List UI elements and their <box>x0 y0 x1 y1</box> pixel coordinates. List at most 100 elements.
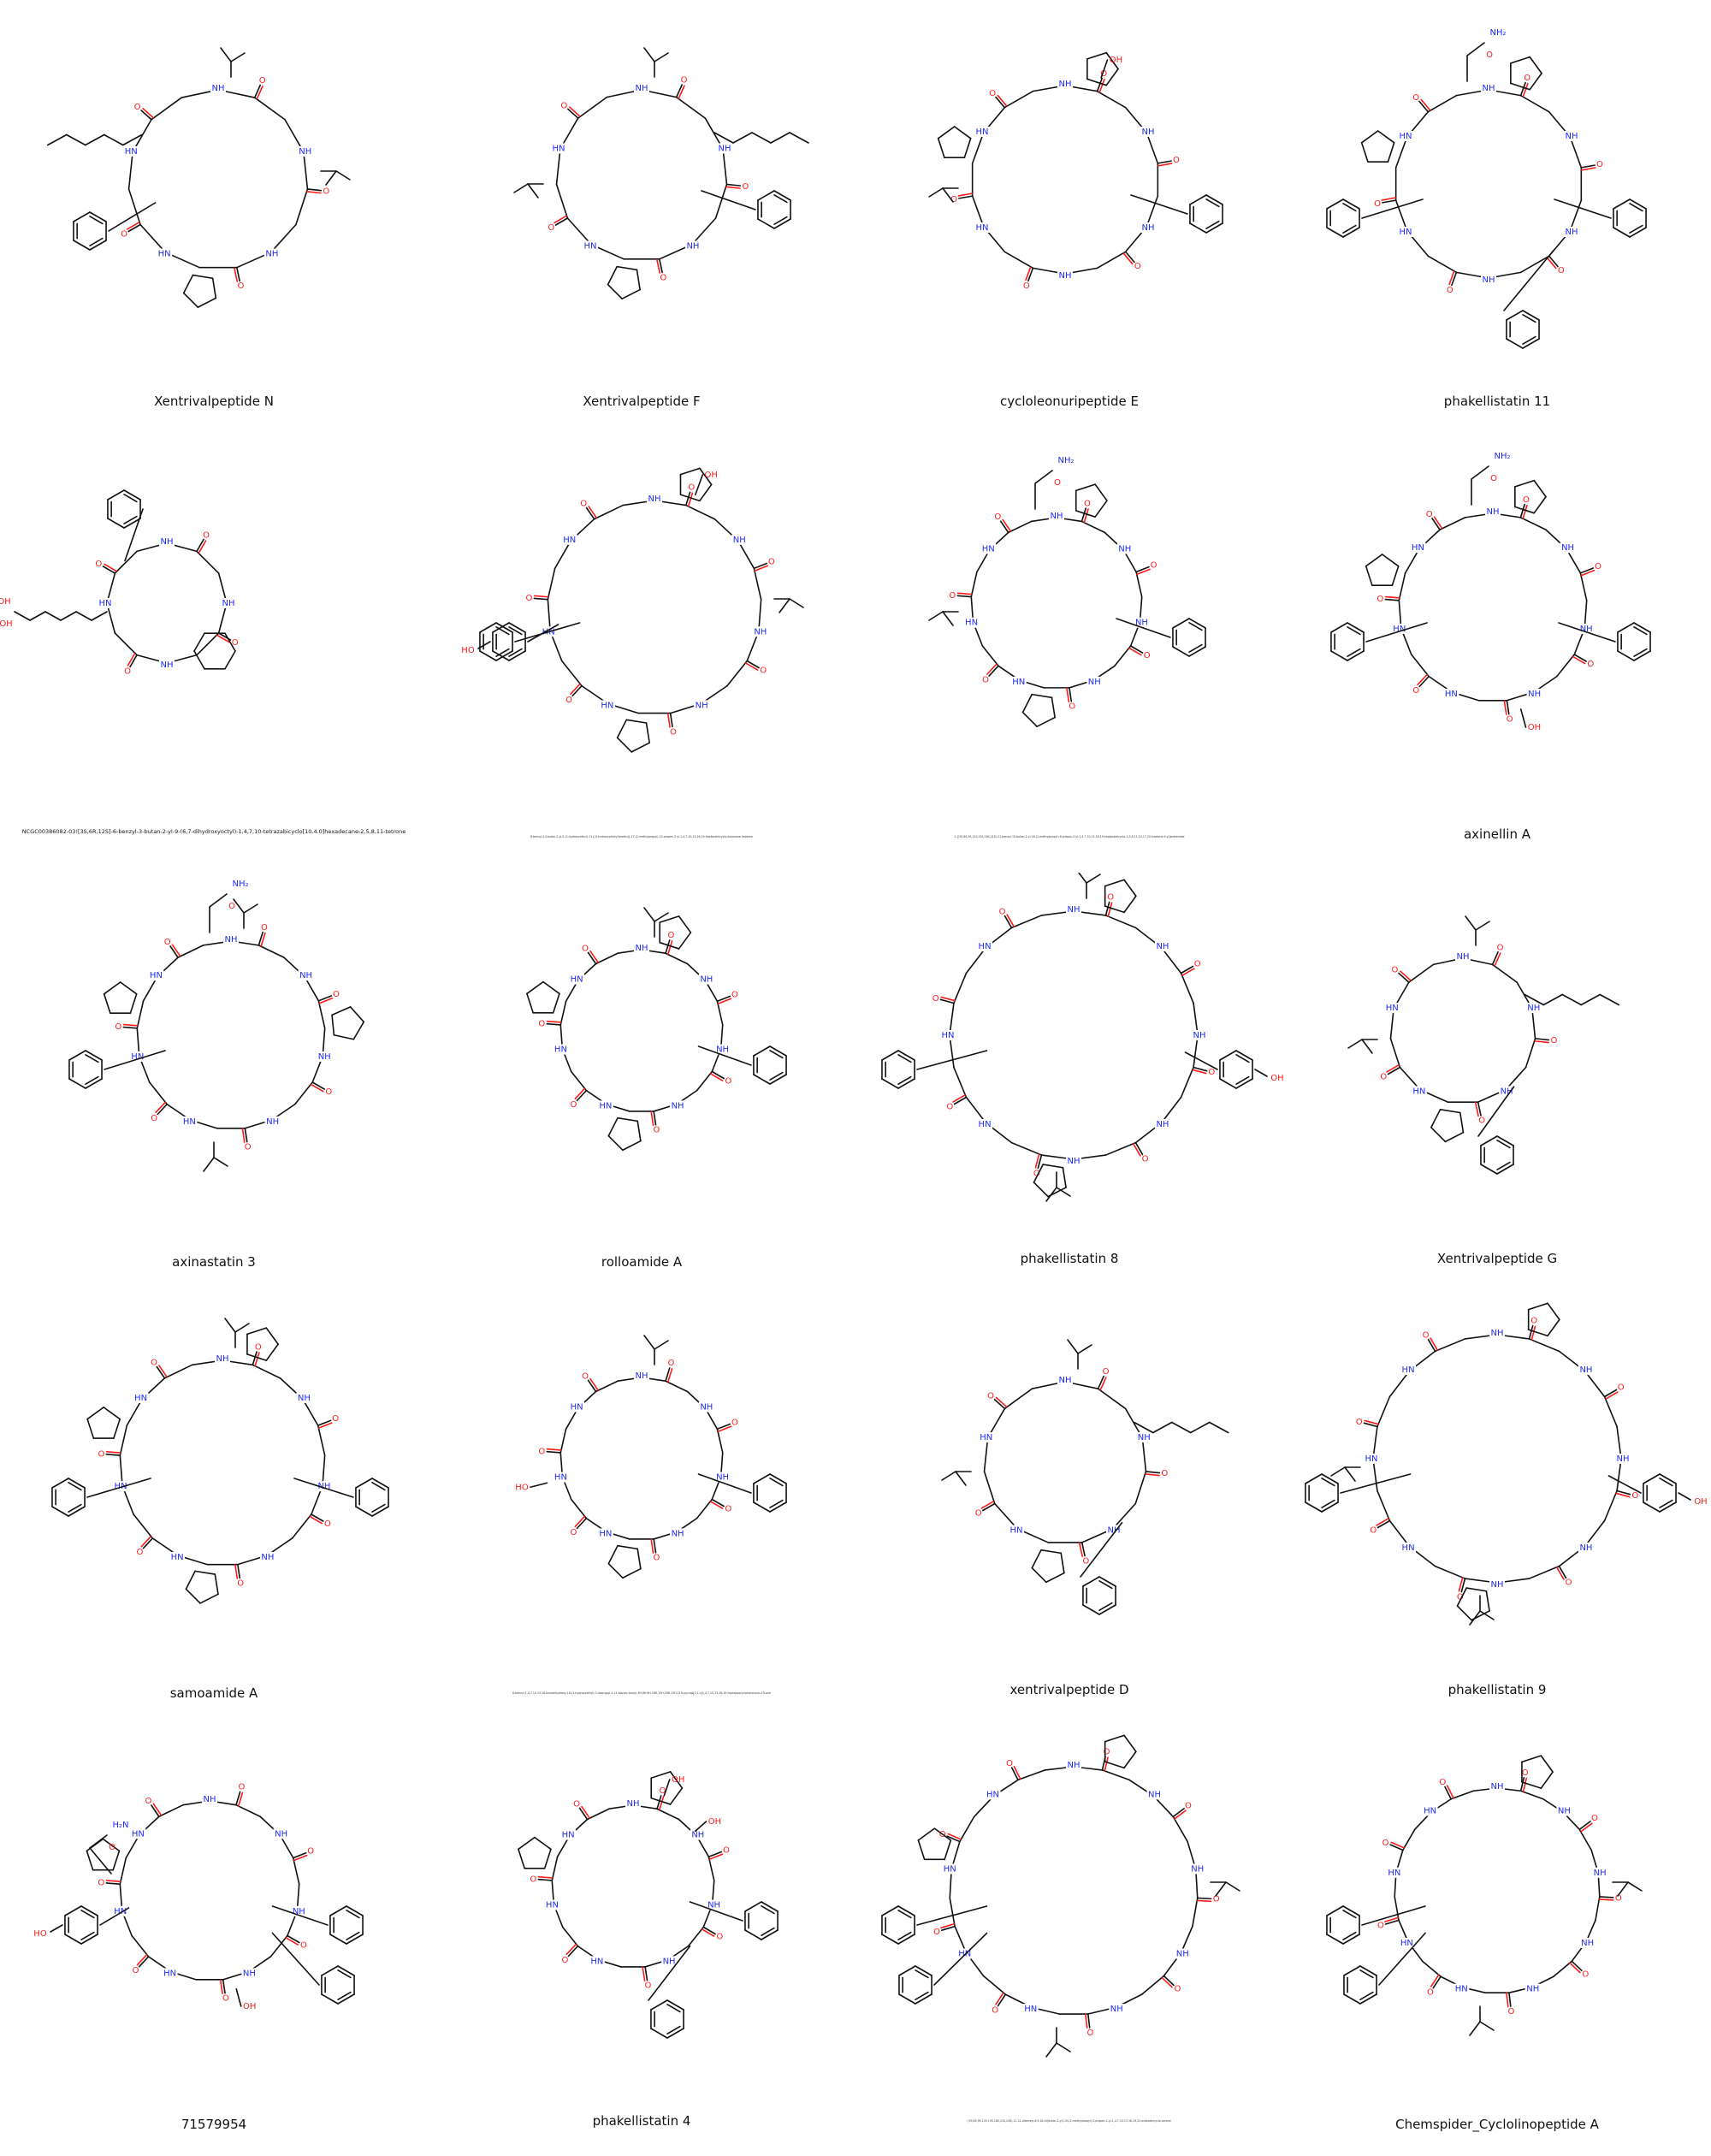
bond <box>970 571 978 598</box>
bond <box>126 222 140 230</box>
bond <box>679 494 701 502</box>
bond <box>1599 993 1620 1006</box>
bond <box>355 1506 373 1517</box>
bond <box>1104 1734 1125 1743</box>
structure-drawing: NH O NH O NH O HN O OH OH <box>0 489 239 677</box>
bond <box>1104 879 1125 887</box>
carbonyl-oxygen: O <box>1426 510 1433 519</box>
bond <box>1430 1126 1447 1143</box>
bond <box>955 1471 967 1486</box>
bond <box>158 1804 184 1818</box>
hydroxyl-group: OH <box>1694 1497 1707 1507</box>
molecule-cell: NH O NH O NH O NH O HN O HN O OH cycloleonuripeptide … <box>856 17 1283 445</box>
bond <box>1174 1810 1187 1820</box>
amide-nitrogen: HN <box>1402 1543 1415 1553</box>
bond <box>1398 572 1406 601</box>
bond <box>80 1934 98 1945</box>
bond <box>171 944 181 957</box>
bond <box>131 1934 150 1958</box>
macrocycle: NH O NH O NH O NH O HN O HN O HN O <box>115 923 340 1152</box>
molecule-name: phakellistatin 11 <box>1443 394 1551 409</box>
bond <box>1522 310 1540 321</box>
bond <box>1096 251 1127 270</box>
bond <box>518 1848 525 1869</box>
bond <box>1140 1975 1165 1995</box>
bond <box>1079 1542 1083 1557</box>
bond <box>1193 1066 1208 1072</box>
bond <box>770 132 790 144</box>
bond <box>1522 1777 1528 1792</box>
bond <box>1434 1338 1466 1353</box>
bond <box>1521 1755 1542 1763</box>
carbonyl-oxygen: O <box>681 76 688 86</box>
bond <box>346 1931 360 1940</box>
bond <box>1394 1896 1400 1922</box>
bond <box>1627 1881 1643 1892</box>
bond <box>1180 972 1194 1004</box>
bond <box>1025 266 1032 281</box>
bond <box>1160 946 1182 974</box>
bond <box>593 504 624 520</box>
carbonyl-oxygen: O <box>582 944 589 953</box>
bond <box>224 1318 236 1333</box>
amide-nitrogen: NH <box>1483 84 1495 93</box>
amide-nitrogen: HN <box>562 1831 575 1840</box>
bond <box>196 632 220 656</box>
bond <box>252 1364 281 1379</box>
bond <box>329 1905 347 1916</box>
amide-nitrogen: NH <box>648 495 661 504</box>
bond <box>956 595 973 598</box>
macrocycle: NH O NH O NH O NH O HN O HN O HN O <box>949 499 1157 711</box>
bond <box>1420 98 1431 111</box>
amide-nitrogen: HN <box>171 1553 184 1562</box>
bond <box>1584 1370 1606 1398</box>
bond <box>1082 1604 1100 1615</box>
bond <box>80 1905 98 1916</box>
bond <box>253 84 262 98</box>
bond <box>235 1987 242 2007</box>
carbonyl-oxygen: O <box>1508 2007 1515 2017</box>
bond <box>1104 915 1137 929</box>
amide-nitrogen: NH <box>1156 1120 1169 1129</box>
bond <box>941 1471 956 1481</box>
benzene-ring <box>479 622 513 661</box>
structure-drawing: NH O NH O NH O NH O HN O HN O HN O O NH₂ <box>68 880 365 1172</box>
bond <box>551 1856 559 1881</box>
bond <box>937 126 956 139</box>
bond <box>1522 338 1540 349</box>
bond <box>355 1478 373 1489</box>
structure-drawing: NH O NH O NH O HN O HN O <box>1347 915 1620 1175</box>
bond <box>993 1398 1006 1410</box>
amide-nitrogen: NH <box>1118 544 1131 554</box>
bond <box>1034 1153 1040 1169</box>
amide-nitrogen: HN <box>1393 625 1406 634</box>
amide-nitrogen: NH <box>222 599 235 608</box>
bond <box>699 483 713 502</box>
bond <box>1036 716 1056 728</box>
hydroxyl-group: OH <box>672 1775 684 1785</box>
bond <box>1094 483 1108 501</box>
bond <box>1129 645 1144 654</box>
bond <box>133 1513 154 1539</box>
amide-nitrogen: NH <box>1141 127 1154 137</box>
bond <box>1376 1519 1391 1529</box>
bond <box>234 1323 250 1333</box>
carbonyl-oxygen: O <box>582 1371 589 1381</box>
molecule-name: phakellistatin 4 <box>592 2113 691 2129</box>
bond <box>1098 1576 1116 1587</box>
pyrrolidine-ring <box>1075 483 1108 518</box>
carbonyl-oxygen: O <box>1213 1895 1220 1904</box>
carbonyl-oxygen: O <box>949 591 956 601</box>
bond <box>744 1929 762 1940</box>
amide-nitrogen: NH <box>318 1052 331 1062</box>
bond <box>534 1836 552 1851</box>
bond <box>769 1473 787 1484</box>
bond <box>1547 1318 1560 1337</box>
bond <box>1100 59 1109 79</box>
bond <box>701 1928 715 1937</box>
bond <box>1376 1395 1391 1428</box>
bond <box>1434 1565 1466 1579</box>
molecule-name: 8-benzyl-14-butan-2-yl-5-(1-hydroxyethyl… <box>530 835 754 838</box>
bond <box>295 188 309 226</box>
bond <box>570 683 581 696</box>
